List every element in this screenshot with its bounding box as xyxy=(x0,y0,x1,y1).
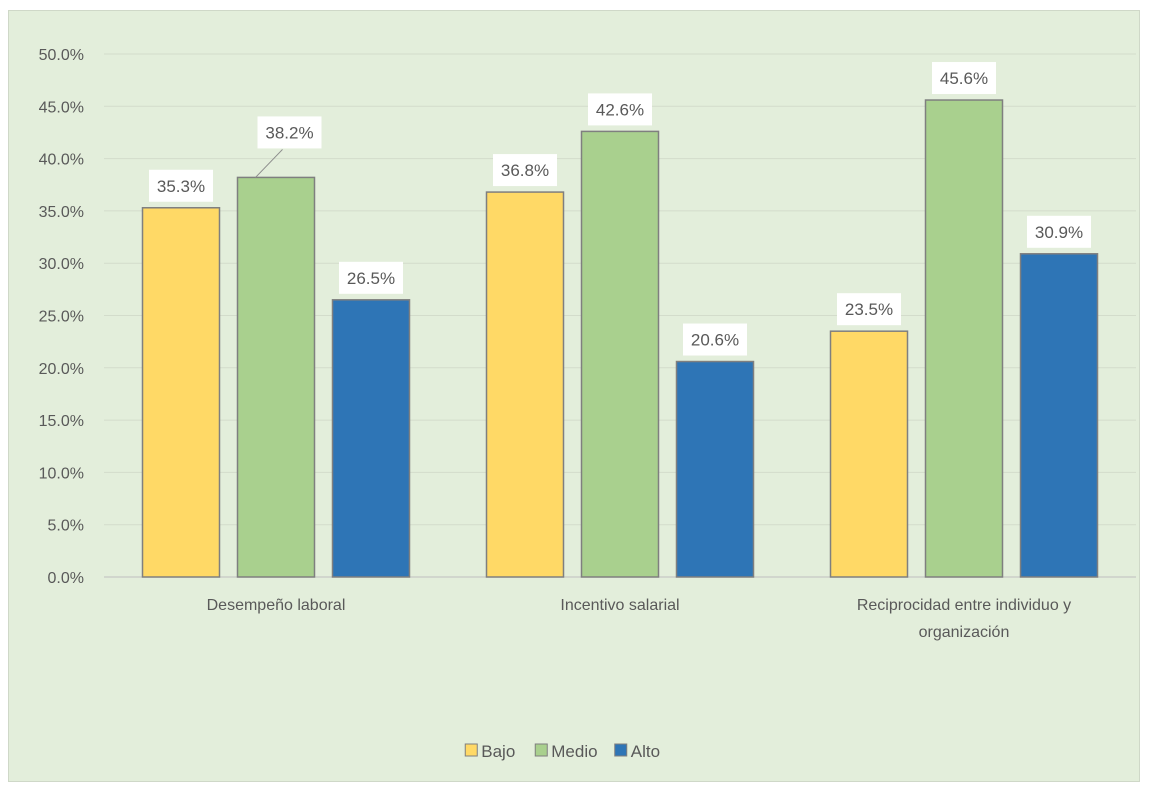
y-tick-label: 45.0% xyxy=(39,99,84,116)
data-label: 20.6% xyxy=(691,331,739,350)
label-leader-line xyxy=(255,149,283,178)
y-axis-ticks: 0.0% 5.0% 10.0% 15.0% 20.0% 25.0% 30.0% 35.0% 40… xyxy=(39,47,84,587)
category-label: organización xyxy=(919,624,1010,641)
data-label-box xyxy=(493,154,557,187)
data-label: 42.6% xyxy=(596,100,644,119)
category-label: Desempeño laboral xyxy=(207,597,346,614)
data-label-box xyxy=(932,62,996,95)
bar-bajo xyxy=(485,191,565,578)
legend: Bajo Medio Alto xyxy=(464,742,660,761)
data-label: 26.5% xyxy=(347,269,395,288)
legend-label-medio: Medio xyxy=(551,742,597,761)
y-tick-label: 20.0% xyxy=(39,361,84,378)
y-tick-label: 50.0% xyxy=(39,47,84,64)
data-label: 30.9% xyxy=(1035,223,1083,242)
data-label: 23.5% xyxy=(845,300,893,319)
y-tick-label: 30.0% xyxy=(39,256,84,273)
data-label-box xyxy=(339,261,403,294)
y-tick-label: 5.0% xyxy=(48,518,84,535)
bar-medio xyxy=(236,176,316,578)
x-axis-categories: Desempeño laboral Incentivo salarial Recip… xyxy=(207,597,1072,641)
data-label-box xyxy=(683,323,747,356)
category-label: Incentivo salarial xyxy=(560,597,679,614)
legend-swatch-medio xyxy=(534,743,548,757)
y-tick-label: 0.0% xyxy=(48,570,84,587)
bar-medio xyxy=(580,130,660,578)
y-tick-label: 35.0% xyxy=(39,204,84,221)
y-tick-label: 15.0% xyxy=(39,413,84,430)
category-label: Reciprocidad entre individuo y xyxy=(857,597,1071,614)
bar-alto xyxy=(675,360,755,578)
y-tick-label: 25.0% xyxy=(39,309,84,326)
data-label: 36.8% xyxy=(501,161,549,180)
data-label-box xyxy=(149,169,213,202)
legend-swatch-alto xyxy=(614,743,628,757)
bar-bajo xyxy=(829,330,909,578)
bar-medio xyxy=(924,99,1004,578)
data-label-box xyxy=(588,93,652,126)
legend-label-bajo: Bajo xyxy=(481,742,515,761)
data-label-box xyxy=(257,116,322,149)
legend-swatch-bajo xyxy=(464,743,478,757)
bar-bajo xyxy=(141,207,221,578)
data-label-box xyxy=(1027,215,1091,248)
bar-alto xyxy=(1019,253,1099,578)
data-label-box xyxy=(837,293,901,326)
bars xyxy=(141,99,1099,578)
bar-chart: 0.0% 5.0% 10.0% 15.0% 20.0% 25.0% 30.0% 35.0% 40… xyxy=(39,47,1136,761)
data-label: 38.2% xyxy=(265,123,313,142)
data-label: 35.3% xyxy=(157,177,205,196)
data-label: 45.6% xyxy=(940,69,988,88)
legend-label-alto: Alto xyxy=(631,742,660,761)
y-tick-label: 10.0% xyxy=(39,465,84,482)
bar-alto xyxy=(331,299,411,578)
data-labels: 35.3% 38.2% 26.5% 36.8% 42.6% 20.6% 23.5% 45.6%… xyxy=(149,62,1091,356)
chart-area: 0.0% 5.0% 10.0% 15.0% 20.0% 25.0% 30.0% 35.0% 40… xyxy=(8,10,1140,782)
y-tick-label: 40.0% xyxy=(39,152,84,169)
